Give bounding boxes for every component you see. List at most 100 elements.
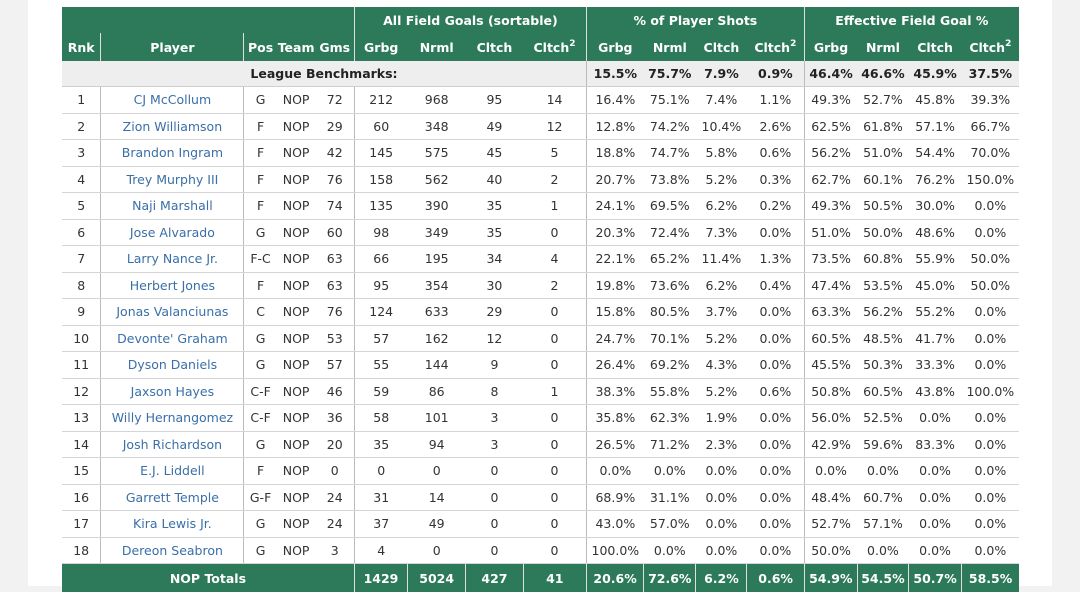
pct-cltch-cell: 5.2% (696, 325, 747, 352)
fg-cltch2-cell[interactable]: 0 (523, 511, 586, 538)
pct-cltch2-cell: 0.0% (747, 537, 804, 564)
pct-grbg-cell: 16.4% (586, 87, 643, 114)
col-pct-grbg[interactable]: Grbg (586, 33, 643, 61)
fg-cltch2-cell[interactable]: 12 (523, 113, 586, 140)
fg-grbg-cell: 4 (354, 537, 407, 564)
col-efg-cltch2[interactable]: Cltch2 (962, 33, 1019, 61)
efg-nrml-cell: 48.5% (857, 325, 908, 352)
rank-cell: 17 (62, 511, 101, 538)
col-pos[interactable]: Pos (244, 33, 277, 61)
player-link[interactable]: E.J. Liddell (140, 463, 204, 478)
player-link[interactable]: Kira Lewis Jr. (133, 516, 212, 531)
fg-cltch2-cell[interactable]: 14 (523, 87, 586, 114)
player-link[interactable]: CJ McCollum (134, 92, 211, 107)
games-cell: 76 (316, 166, 355, 193)
bench-pct-nrml: 75.7% (644, 61, 696, 87)
fg-cltch2-cell[interactable]: 1 (523, 378, 586, 405)
col-pct-nrml[interactable]: Nrml (644, 33, 696, 61)
pct-cltch2-cell: 0.0% (747, 405, 804, 432)
fg-cltch2-cell[interactable]: 4 (523, 246, 586, 273)
col-rnk[interactable]: Rnk (62, 33, 101, 61)
pct-cltch-cell: 11.4% (696, 246, 747, 273)
player-link[interactable]: Willy Hernangomez (112, 410, 233, 425)
header-group-field-goals[interactable]: All Field Goals (sortable) (354, 7, 586, 33)
player-link[interactable]: Dyson Daniels (128, 357, 217, 372)
fg-cltch2-cell[interactable]: 0 (523, 431, 586, 458)
fg-cltch2-cell[interactable]: 0 (523, 405, 586, 432)
efg-grbg-cell: 49.3% (804, 87, 857, 114)
player-link[interactable]: Naji Marshall (132, 198, 213, 213)
fg-cltch-cell: 29 (466, 299, 523, 326)
player-name-cell: Dereon Seabron (101, 537, 244, 564)
player-link[interactable]: Jaxson Hayes (131, 384, 214, 399)
fg-cltch2-cell[interactable]: 0 (523, 352, 586, 379)
pos-cell: G-F (244, 484, 277, 511)
fg-cltch2-cell[interactable]: 0 (523, 537, 586, 564)
pos-cell: G (244, 537, 277, 564)
player-link[interactable]: Devonte' Graham (117, 331, 228, 346)
efg-grbg-cell: 62.5% (804, 113, 857, 140)
player-link[interactable]: Garrett Temple (126, 490, 219, 505)
efg-grbg-cell: 60.5% (804, 325, 857, 352)
fg-nrml-cell: 195 (408, 246, 466, 273)
col-efg-grbg[interactable]: Grbg (804, 33, 857, 61)
bench-efg-cltch2: 37.5% (962, 61, 1019, 87)
col-pct-cltch[interactable]: Cltch (696, 33, 747, 61)
fg-cltch2-cell[interactable]: 0 (523, 219, 586, 246)
pct-cltch-cell: 7.3% (696, 219, 747, 246)
fg-cltch2-cell[interactable]: 2 (523, 272, 586, 299)
player-link[interactable]: Dereon Seabron (122, 543, 223, 558)
col-gms[interactable]: Gms (316, 33, 355, 61)
col-player[interactable]: Player (101, 33, 244, 61)
pct-grbg-cell: 12.8% (586, 113, 643, 140)
player-link[interactable]: Larry Nance Jr. (127, 251, 218, 266)
fg-cltch-cell: 0 (466, 458, 523, 485)
bench-pct-cltch2: 0.9% (747, 61, 804, 87)
fg-cltch-cell: 3 (466, 405, 523, 432)
total-efg-cltch2: 58.5% (962, 564, 1019, 592)
pos-cell: F (244, 193, 277, 220)
fg-nrml-cell: 101 (408, 405, 466, 432)
player-link[interactable]: Zion Williamson (123, 119, 222, 134)
fg-nrml-cell: 144 (408, 352, 466, 379)
efg-nrml-cell: 52.7% (857, 87, 908, 114)
efg-cltch2-cell: 0.0% (962, 484, 1019, 511)
pct-cltch-cell: 2.3% (696, 431, 747, 458)
header-blank (62, 7, 354, 33)
benchmarks-label: League Benchmarks: (62, 61, 586, 87)
fg-cltch2-cell[interactable]: 0 (523, 484, 586, 511)
player-link[interactable]: Trey Murphy III (126, 172, 218, 187)
player-link[interactable]: Jonas Valanciunas (116, 304, 228, 319)
col-efg-cltch[interactable]: Cltch (908, 33, 961, 61)
games-cell: 72 (316, 87, 355, 114)
col-team[interactable]: Team (277, 33, 316, 61)
player-name-cell: E.J. Liddell (101, 458, 244, 485)
col-fg-cltch[interactable]: Cltch (466, 33, 523, 61)
col-fg-nrml[interactable]: Nrml (408, 33, 466, 61)
fg-cltch2-cell[interactable]: 0 (523, 325, 586, 352)
player-link[interactable]: Jose Alvarado (130, 225, 215, 240)
player-link[interactable]: Herbert Jones (130, 278, 215, 293)
page-container: All Field Goals (sortable) % of Player S… (28, 0, 1052, 586)
fg-cltch2-cell[interactable]: 0 (523, 299, 586, 326)
player-name-cell: Willy Hernangomez (101, 405, 244, 432)
pct-nrml-cell: 31.1% (644, 484, 696, 511)
pos-cell: C-F (244, 378, 277, 405)
fg-grbg-cell: 0 (354, 458, 407, 485)
team-cell: NOP (277, 537, 316, 564)
fg-cltch2-cell[interactable]: 2 (523, 166, 586, 193)
col-pct-cltch2[interactable]: Cltch2 (747, 33, 804, 61)
efg-nrml-cell: 53.5% (857, 272, 908, 299)
fg-cltch2-cell[interactable]: 5 (523, 140, 586, 167)
pos-cell: G (244, 511, 277, 538)
col-fg-cltch2[interactable]: Cltch2 (523, 33, 586, 61)
efg-cltch-cell: 0.0% (908, 458, 961, 485)
efg-grbg-cell: 48.4% (804, 484, 857, 511)
fg-cltch2-cell[interactable]: 1 (523, 193, 586, 220)
player-link[interactable]: Josh Richardson (123, 437, 222, 452)
col-fg-grbg[interactable]: Grbg (354, 33, 407, 61)
fg-cltch2-cell[interactable]: 0 (523, 458, 586, 485)
col-efg-nrml[interactable]: Nrml (857, 33, 908, 61)
player-link[interactable]: Brandon Ingram (122, 145, 223, 160)
